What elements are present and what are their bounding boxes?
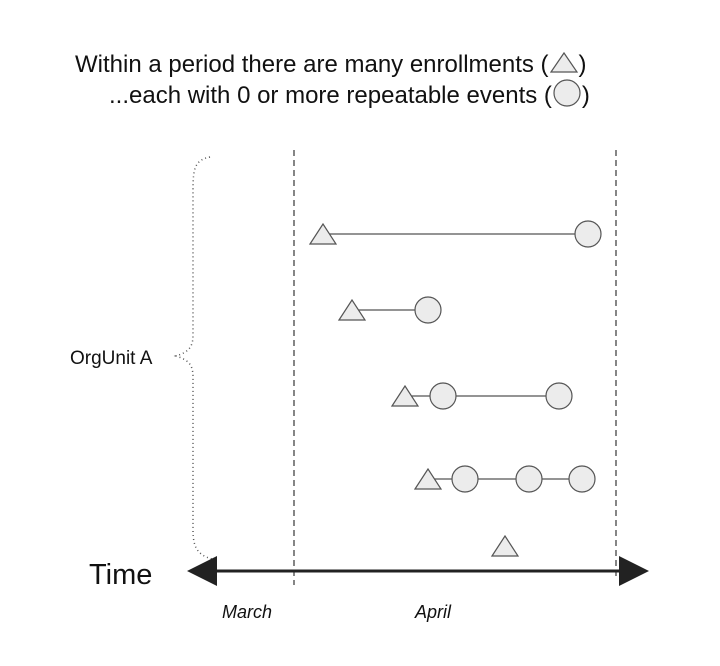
event-legend-icon: [553, 79, 581, 107]
month-label-april: April: [414, 602, 452, 622]
title-line-2: ...each with 0 or more repeatable events…: [109, 79, 720, 110]
title-line-1: Within a period there are many enrollmen…: [75, 50, 720, 79]
title-line-2-close: ): [581, 82, 590, 109]
title-line-2-text: ...each with 0 or more repeatable events…: [109, 82, 552, 109]
event-circle: [545, 382, 573, 410]
event-circle: [574, 220, 602, 248]
event-circle: [414, 296, 442, 324]
enrollment-row-1: [308, 220, 602, 248]
title-line-1-text: Within a period there are many enrollmen…: [75, 51, 549, 78]
orgunit-brace: [173, 156, 213, 560]
enrollment-row-2: [337, 296, 442, 324]
enrollment-triangle: [308, 222, 338, 245]
enrollment-triangle: [337, 298, 367, 321]
title-line-1-close: ): [578, 51, 587, 78]
event-circle: [568, 465, 596, 493]
enrollment-row-3: [390, 382, 573, 410]
enrollment-row-4: [413, 465, 596, 493]
time-axis-label: Time: [89, 559, 152, 591]
event-circle: [451, 465, 479, 493]
enrollment-triangle: [390, 384, 420, 407]
event-circle: [429, 382, 457, 410]
enrollment-row-5: [490, 534, 520, 557]
enrollment-legend-icon: [549, 51, 578, 73]
event-circle: [515, 465, 543, 493]
orgunit-label: OrgUnit A: [70, 348, 153, 369]
enrollment-triangle: [490, 534, 520, 557]
enrollment-triangle: [413, 467, 443, 490]
month-label-march: March: [222, 602, 272, 622]
